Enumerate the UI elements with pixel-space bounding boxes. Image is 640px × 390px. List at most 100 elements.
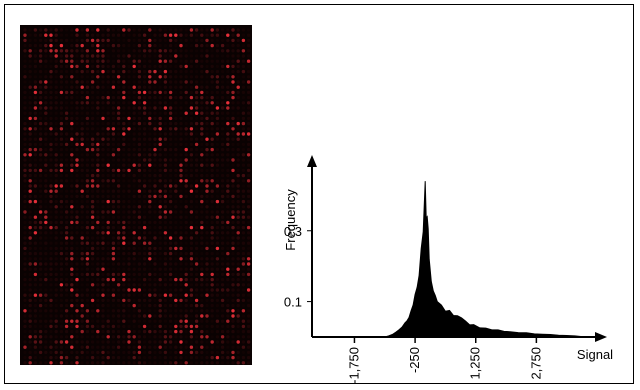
array-spot: [90, 314, 95, 318]
array-spot: [96, 314, 100, 318]
array-spot: [116, 69, 121, 74]
array-spot: [205, 28, 209, 32]
array-spot: [106, 194, 110, 199]
array-spot: [215, 303, 220, 308]
array-spot: [44, 153, 48, 157]
array-spot: [163, 194, 168, 199]
array-spot: [241, 153, 246, 157]
array-spot: [28, 272, 32, 277]
array-spot: [106, 340, 110, 344]
array-spot: [54, 205, 58, 209]
array-spot: [106, 277, 110, 282]
array-spot: [49, 257, 53, 261]
array-spot: [54, 127, 58, 131]
array-spot: [137, 43, 142, 48]
array-spot: [75, 121, 79, 126]
array-spot: [132, 189, 136, 193]
array-spot: [194, 28, 199, 32]
array-spot: [54, 69, 58, 74]
array-spot: [49, 324, 53, 329]
array-spot: [142, 350, 147, 355]
array-spot: [142, 54, 147, 58]
array-spot: [236, 215, 240, 219]
array-spot: [200, 236, 204, 240]
array-spot: [215, 361, 220, 365]
array-spot: [54, 101, 58, 105]
array-spot: [231, 283, 235, 287]
array-spot: [246, 314, 251, 318]
array-spot: [90, 179, 95, 183]
array-spot: [226, 361, 230, 365]
array-spot: [28, 231, 32, 235]
array-spot: [226, 59, 230, 63]
array-spot: [70, 142, 74, 147]
array-spot: [220, 137, 225, 141]
array-spot: [33, 158, 38, 162]
array-spot: [211, 49, 214, 52]
array-spot: [246, 262, 251, 266]
array-spot: [236, 257, 240, 261]
array-spot: [70, 215, 74, 219]
array-spot: [75, 205, 79, 209]
array-spot: [75, 38, 79, 43]
array-spot: [194, 173, 199, 178]
array-spot: [90, 33, 95, 37]
array-spot: [205, 340, 208, 343]
array-spot: [231, 43, 235, 48]
array-spot: [38, 288, 43, 292]
array-spot: [33, 319, 38, 323]
array-spot: [49, 303, 53, 308]
array-spot: [59, 205, 64, 209]
array-spot: [85, 345, 90, 349]
array-spot: [226, 303, 230, 308]
array-spot: [184, 335, 188, 339]
array-spot: [200, 64, 204, 69]
array-spot: [200, 85, 204, 89]
array-spot: [210, 116, 214, 121]
array-spot: [127, 121, 131, 126]
array-spot: [111, 168, 116, 173]
array-spot: [80, 267, 84, 271]
array-spot: [200, 106, 204, 110]
array-spot: [90, 85, 95, 89]
array-spot: [236, 272, 240, 277]
array-spot: [101, 314, 105, 318]
array-spot: [215, 262, 220, 266]
array-spot: [127, 361, 131, 365]
array-spot: [90, 350, 95, 355]
array-spot: [38, 101, 43, 105]
array-spot: [49, 210, 53, 214]
array-spot: [85, 199, 90, 204]
array-spot: [168, 314, 173, 318]
array-spot: [142, 90, 147, 95]
array-spot: [142, 153, 147, 157]
array-spot: [153, 216, 156, 219]
array-spot: [231, 158, 235, 162]
array-spot: [174, 106, 178, 110]
array-spot: [158, 69, 162, 74]
array-spot: [236, 142, 240, 147]
array-spot: [23, 314, 27, 318]
array-spot: [64, 189, 69, 193]
array-spot: [174, 80, 178, 84]
array-spot: [174, 43, 178, 48]
array-spot: [168, 210, 173, 214]
array-spot: [137, 262, 142, 266]
array-spot: [132, 49, 136, 53]
array-spot: [174, 225, 178, 230]
array-spot: [174, 158, 178, 162]
array-spot: [246, 173, 251, 178]
array-spot: [246, 168, 251, 173]
array-spot: [59, 350, 64, 355]
array-spot: [168, 85, 173, 89]
array-spot: [101, 267, 105, 271]
array-spot: [60, 190, 63, 193]
array-spot: [137, 49, 142, 53]
array-spot: [189, 293, 194, 297]
array-spot: [220, 345, 225, 349]
array-spot: [44, 121, 48, 126]
array-spot: [38, 69, 43, 74]
array-spot: [241, 288, 246, 292]
array-spot: [33, 340, 38, 344]
array-spot: [148, 64, 152, 69]
